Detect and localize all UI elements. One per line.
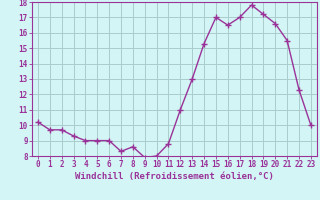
X-axis label: Windchill (Refroidissement éolien,°C): Windchill (Refroidissement éolien,°C) (75, 172, 274, 181)
